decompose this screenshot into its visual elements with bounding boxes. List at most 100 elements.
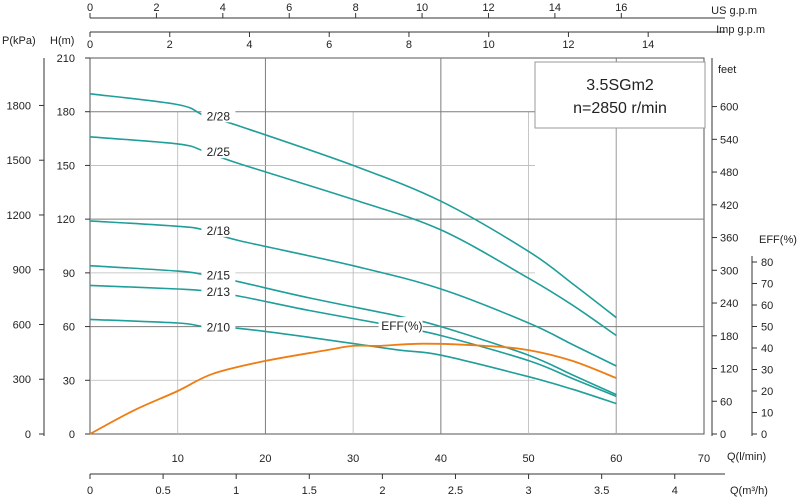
q-lmin-tick-label: 60 bbox=[610, 453, 622, 465]
imp-gpm-tick-label: 8 bbox=[406, 39, 412, 51]
q-m3h-tick-label: 4 bbox=[672, 485, 678, 497]
axis-label-eff: EFF(%) bbox=[759, 234, 797, 246]
head-ft-tick-label: 600 bbox=[720, 102, 738, 114]
us-gpm-tick-label: 12 bbox=[482, 2, 494, 14]
head-ft-tick-label: 540 bbox=[720, 134, 738, 146]
plot-frame bbox=[89, 57, 705, 435]
pressure-tick-label: 0 bbox=[25, 429, 31, 441]
us-gpm-tick-label: 0 bbox=[87, 2, 93, 14]
eff-tick-label: 0 bbox=[761, 429, 767, 441]
head-ft-tick-label: 60 bbox=[720, 396, 732, 408]
imp-gpm-tick-label: 6 bbox=[326, 39, 332, 51]
head-ft-tick-label: 120 bbox=[720, 364, 738, 376]
eff-tick-label: 50 bbox=[761, 322, 773, 334]
head-ft-tick-label: 180 bbox=[720, 331, 738, 343]
head-m-tick-label: 60 bbox=[63, 322, 75, 334]
head-m-tick-label: 150 bbox=[57, 160, 75, 172]
head-curve-2-18 bbox=[89, 220, 617, 367]
imp-gpm-tick-label: 0 bbox=[87, 39, 93, 51]
curve-label-bg bbox=[201, 281, 236, 298]
us-gpm-tick-label: 10 bbox=[416, 2, 428, 14]
efficiency-curve-label: EFF(%) bbox=[381, 319, 422, 333]
q-m3h-tick-label: 1.5 bbox=[302, 485, 317, 497]
curve-label-bg bbox=[201, 265, 236, 282]
q-m3h-tick-label: 2.5 bbox=[448, 485, 463, 497]
head-m-tick-label: 120 bbox=[57, 214, 75, 226]
curve-label-bg bbox=[201, 220, 236, 237]
axis-label-us-gpm: US g.p.m bbox=[711, 5, 757, 17]
head-ft-tick-label: 360 bbox=[720, 233, 738, 245]
q-lmin-tick-label: 40 bbox=[435, 453, 447, 465]
head-m-tick-label: 180 bbox=[57, 107, 75, 119]
us-gpm-tick-label: 16 bbox=[615, 2, 627, 14]
q-m3h-tick-label: 0.5 bbox=[155, 485, 170, 497]
head-ft-tick-label: 480 bbox=[720, 167, 738, 179]
efficiency-curve-group: EFF(%) bbox=[89, 317, 617, 435]
eff-tick-label: 70 bbox=[761, 279, 773, 291]
eff-label-bg bbox=[378, 317, 423, 333]
head-curves: 2/28 2/25 2/18 2/15 2/13 2/10 bbox=[89, 93, 617, 405]
q-lmin-tick-label: 10 bbox=[172, 453, 184, 465]
imp-gpm-tick-label: 4 bbox=[246, 39, 252, 51]
q-m3h-tick-label: 1 bbox=[233, 485, 239, 497]
curve-label-bg bbox=[201, 106, 236, 123]
curve-label-2-28: 2/28 bbox=[207, 109, 231, 123]
us-gpm-tick-label: 6 bbox=[286, 2, 292, 14]
axis-label-q-m3h: Q(m³/h) bbox=[730, 485, 768, 497]
q-m3h-tick-label: 3.5 bbox=[594, 485, 609, 497]
us-gpm-tick-label: 4 bbox=[220, 2, 226, 14]
q-m3h-tick-label: 2 bbox=[379, 485, 385, 497]
q-m3h-tick-label: 0 bbox=[87, 485, 93, 497]
axis-label-q-lmin: Q(l/min) bbox=[727, 451, 766, 463]
imp-gpm-tick-label: 2 bbox=[167, 39, 173, 51]
curve-label-bg bbox=[201, 317, 236, 334]
head-m-tick-label: 30 bbox=[63, 375, 75, 387]
pressure-tick-label: 600 bbox=[13, 319, 31, 331]
imp-gpm-tick-label: 12 bbox=[562, 39, 574, 51]
eff-tick-label: 20 bbox=[761, 386, 773, 398]
q-lmin-tick-label: 70 bbox=[698, 453, 710, 465]
efficiency-curve bbox=[89, 342, 617, 435]
axis-label-pressure: P(kPa) bbox=[2, 35, 36, 47]
pressure-tick-label: 1200 bbox=[7, 210, 31, 222]
eff-tick-label: 10 bbox=[761, 408, 773, 420]
q-m3h-tick-label: 3 bbox=[526, 485, 532, 497]
pressure-tick-label: 1800 bbox=[7, 100, 31, 112]
q-lmin-tick-label: 30 bbox=[347, 453, 359, 465]
title-box bbox=[534, 61, 706, 129]
head-ft-tick-label: 0 bbox=[720, 429, 726, 441]
imp-gpm-tick-label: 14 bbox=[642, 39, 654, 51]
us-gpm-tick-label: 8 bbox=[353, 2, 359, 14]
q-lmin-tick-label: 20 bbox=[259, 453, 271, 465]
head-curve-2-10 bbox=[89, 318, 617, 405]
eff-tick-label: 30 bbox=[761, 365, 773, 377]
imp-gpm-tick-label: 10 bbox=[483, 39, 495, 51]
head-m-tick-label: 90 bbox=[63, 268, 75, 280]
pressure-tick-label: 900 bbox=[13, 265, 31, 277]
curve-label-bg bbox=[201, 142, 236, 159]
pressure-tick-label: 1500 bbox=[7, 155, 31, 167]
pressure-tick-label: 300 bbox=[13, 374, 31, 386]
head-m-tick-label: 210 bbox=[57, 53, 75, 65]
chart-title: 3.5SGm2 bbox=[586, 77, 654, 94]
head-ft-tick-label: 240 bbox=[720, 298, 738, 310]
eff-tick-label: 60 bbox=[761, 300, 773, 312]
us-gpm-tick-label: 14 bbox=[549, 2, 561, 14]
q-lmin-tick-label: 50 bbox=[522, 453, 534, 465]
head-curve-2-15 bbox=[89, 264, 617, 396]
axis-label-head-m: H(m) bbox=[50, 35, 74, 47]
head-curve-2-28 bbox=[89, 93, 617, 319]
curve-label-2-10: 2/10 bbox=[207, 321, 231, 335]
eff-tick-label: 80 bbox=[761, 257, 773, 269]
curve-label-2-18: 2/18 bbox=[207, 224, 231, 238]
axis-label-head-ft: feet bbox=[718, 64, 736, 76]
eff-tick-label: 40 bbox=[761, 343, 773, 355]
axis-label-imp-gpm: Imp g.p.m bbox=[716, 24, 765, 36]
curve-label-2-15: 2/15 bbox=[207, 269, 231, 283]
head-curve-2-25 bbox=[89, 136, 617, 337]
head-ft-tick-label: 420 bbox=[720, 200, 738, 212]
head-m-tick-label: 0 bbox=[69, 429, 75, 441]
chart-subtitle: n=2850 r/min bbox=[573, 100, 667, 117]
